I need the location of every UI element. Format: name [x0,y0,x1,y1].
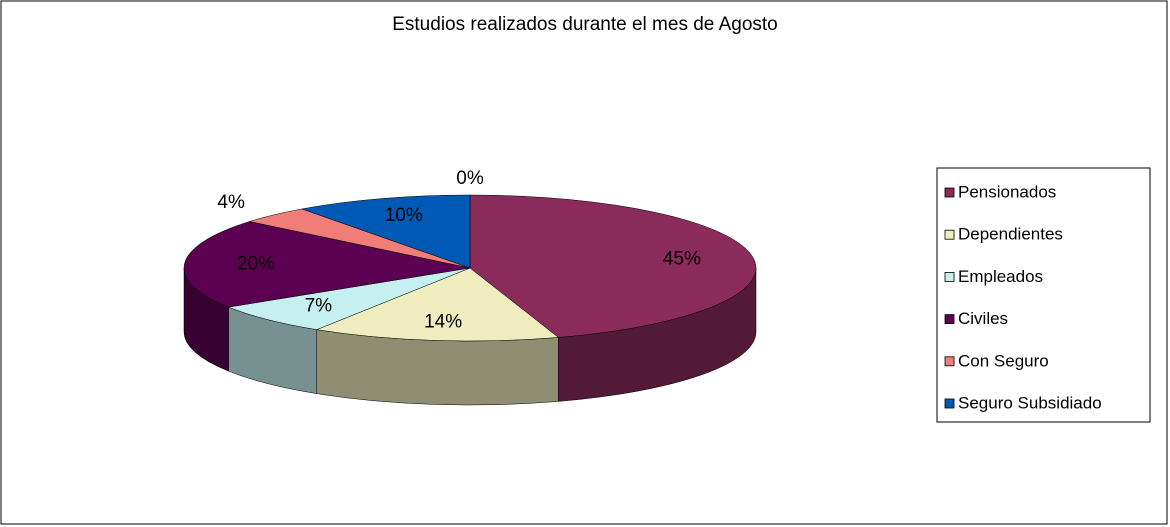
chart-title: Estudios realizados durante el mes de Ag… [392,14,778,35]
data-label: 4% [217,192,245,213]
legend-swatch [944,271,955,282]
legend: Pensionados Dependientes Empleados Civiles C… [944,182,1102,412]
legend-box [936,167,1151,423]
legend-swatch [944,314,955,325]
legend-label: Pensionados [958,182,1056,201]
legend-label: Empleados [958,267,1043,286]
legend-label: Dependientes [958,225,1063,244]
pie-slice [300,194,471,269]
legend-swatch [944,398,955,409]
data-label: 7% [305,296,333,317]
pie-slice [227,267,471,330]
pie: 45% 14% 7% 20% 4% 10% 0% [183,168,757,406]
data-label: 20% [237,254,275,275]
legend-swatch [944,356,955,367]
legend-label: Civiles [958,309,1008,328]
pie-slice [315,267,560,342]
legend-swatch [944,187,955,198]
pie-slice [183,221,471,308]
legend-swatch [944,229,955,240]
data-label: 45% [663,248,701,269]
legend-label: Seguro Subsidiado [958,393,1102,412]
pie-slice [469,194,757,338]
data-label: 0% [456,168,484,189]
data-label: 14% [424,311,462,332]
legend-label: Con Seguro [958,351,1049,370]
data-label: 10% [385,205,423,226]
pie-side [316,329,559,406]
